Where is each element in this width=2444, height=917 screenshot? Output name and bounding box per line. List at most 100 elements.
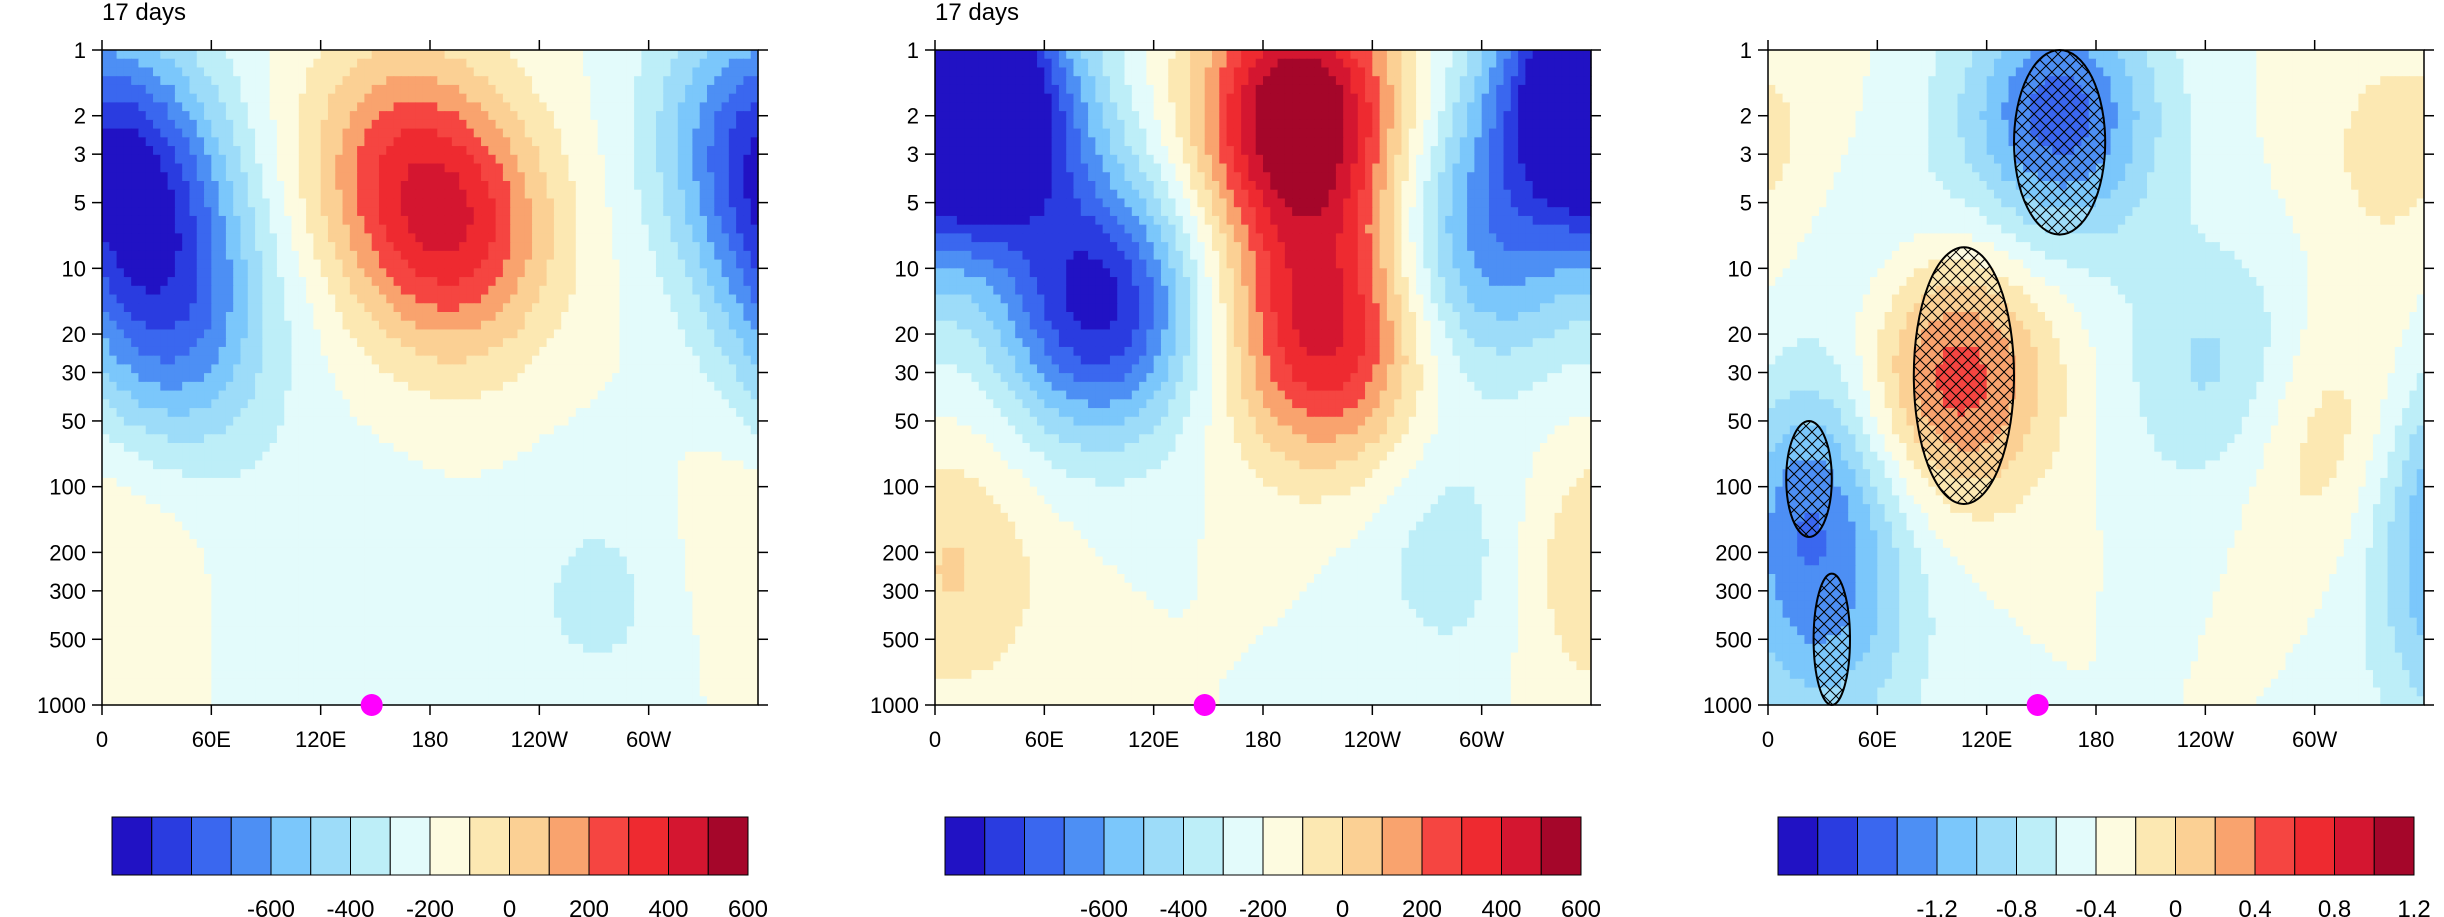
- panel-1-heatmap-cell: [269, 119, 278, 130]
- panel-1-heatmap-cell: [225, 329, 234, 339]
- panel-1-heatmap-cell: [706, 137, 715, 147]
- panel-1-heatmap-cell: [721, 373, 730, 383]
- panel-1-heatmap-cell: [750, 224, 759, 234]
- panel-1-heatmap-cell: [473, 521, 482, 531]
- panel-1-heatmap-cell: [116, 477, 125, 488]
- panel-1-heatmap-cell: [138, 373, 147, 383]
- panel-1-heatmap-cell: [327, 530, 336, 540]
- panel-1-heatmap-cell: [102, 460, 110, 470]
- panel-1-heatmap-cell: [327, 50, 336, 60]
- panel-1-heatmap-cell: [539, 250, 548, 261]
- panel-1-heatmap-cell: [138, 259, 147, 269]
- panel-1-heatmap-cell: [138, 469, 147, 479]
- panel-1-heatmap-cell: [604, 154, 613, 165]
- panel-1-heatmap-cell: [692, 224, 701, 234]
- panel-1-heatmap-cell: [204, 76, 212, 86]
- panel-1-heatmap-cell: [247, 277, 256, 287]
- panel-1-heatmap-cell: [138, 530, 147, 540]
- panel-1-heatmap-cell: [670, 434, 679, 444]
- panel-1-heatmap-cell: [408, 277, 417, 287]
- panel-1-heatmap-cell: [619, 443, 628, 453]
- panel-1-heatmap-cell: [561, 303, 570, 313]
- panel-1-heatmap-cell: [728, 381, 737, 392]
- panel-1-heatmap-cell: [437, 189, 446, 200]
- panel-1-heatmap-cell: [663, 512, 672, 523]
- panel-1-heatmap-cell: [524, 58, 533, 69]
- panel-1-heatmap-cell: [116, 460, 125, 470]
- panel-1-heatmap-cell: [488, 381, 497, 392]
- panel-1-heatmap-cell: [495, 364, 504, 374]
- panel-1-heatmap-cell: [473, 242, 482, 252]
- panel-1-heatmap-cell: [196, 477, 205, 488]
- panel-1-heatmap-cell: [466, 521, 475, 531]
- panel-1-heatmap-cell: [327, 285, 336, 296]
- panel-1-heatmap-cell: [255, 495, 263, 505]
- panel-1-heatmap-cell: [714, 364, 723, 374]
- panel-1-heatmap-cell: [204, 198, 212, 208]
- panel-1-heatmap-cell: [145, 268, 154, 278]
- panel-1-heatmap-cell: [393, 329, 402, 339]
- panel-1-heatmap-cell: [502, 285, 511, 296]
- panel-1-heatmap-cell: [721, 102, 730, 112]
- panel-1-heatmap-cell: [568, 294, 577, 304]
- panel-1-heatmap-cell: [233, 338, 242, 348]
- panel-1-heatmap-cell: [524, 215, 533, 226]
- panel-1-heatmap-cell: [648, 102, 657, 112]
- panel-1-heatmap-cell: [204, 163, 212, 173]
- panel-1-heatmap-cell: [269, 399, 278, 409]
- panel-1-heatmap-cell: [306, 408, 314, 418]
- panel-1-heatmap-cell: [174, 495, 183, 505]
- panel-1-heatmap-cell: [692, 416, 701, 427]
- panel-1-heatmap-cell: [306, 355, 314, 365]
- panel-1-heatmap-cell: [750, 416, 759, 427]
- panel-1-heatmap-cell: [400, 268, 409, 278]
- panel-1-heatmap-cell: [619, 277, 628, 287]
- panel-1-heatmap-cell: [378, 154, 387, 165]
- panel-1-heatmap-cell: [743, 259, 752, 269]
- panel-1-heatmap-cell: [510, 128, 519, 138]
- panel-1-heatmap-cell: [233, 163, 242, 173]
- panel-1-heatmap-cell: [408, 198, 417, 208]
- panel-1-heatmap-cell: [123, 137, 132, 147]
- panel-1-heatmap-cell: [648, 399, 657, 409]
- panel-1-heatmap-cell: [422, 355, 431, 365]
- panel-1-heatmap-cell: [189, 477, 198, 488]
- panel-1-heatmap-cell: [247, 58, 256, 69]
- panel-1-heatmap-cell: [568, 207, 577, 217]
- panel-1-heatmap-cell: [386, 320, 395, 331]
- panel-1-heatmap-cell: [145, 312, 154, 322]
- panel-1-heatmap-cell: [327, 198, 336, 208]
- panel-1-heatmap-cell: [553, 303, 562, 313]
- panel-1-heatmap-cell: [466, 408, 475, 418]
- panel-1-heatmap-cell: [349, 320, 358, 331]
- panel-1-heatmap-cell: [233, 530, 242, 540]
- panel-1-heatmap-cell: [685, 390, 693, 400]
- panel-1-heatmap-cell: [109, 111, 118, 121]
- panel-1-heatmap-cell: [408, 486, 417, 496]
- panel-1-heatmap-cell: [743, 381, 752, 392]
- panel-1-heatmap-cell: [306, 172, 314, 182]
- panel-1-heatmap-cell: [648, 425, 657, 435]
- panel-1-heatmap-cell: [225, 154, 234, 165]
- panel-1-heatmap-cell: [218, 224, 227, 234]
- panel-1-heatmap-cell: [714, 381, 723, 392]
- panel-1-heatmap-cell: [648, 242, 657, 252]
- panel-1-heatmap-cell: [524, 504, 533, 514]
- panel-1-heatmap-cell: [641, 512, 650, 523]
- panel-1-heatmap-cell: [167, 312, 176, 322]
- panel-1-heatmap-cell: [721, 233, 730, 243]
- panel-1-heatmap-cell: [276, 303, 285, 313]
- panel-1-heatmap-cell: [663, 146, 672, 156]
- panel-1-heatmap-cell: [276, 233, 285, 243]
- panel-1-heatmap-cell: [291, 320, 300, 331]
- panel-1-heatmap-cell: [590, 390, 599, 400]
- panel-1-heatmap-cell: [575, 146, 584, 156]
- panel-1-heatmap-cell: [561, 111, 570, 121]
- panel-1-heatmap-cell: [437, 50, 446, 60]
- panel-1-heatmap-cell: [218, 408, 227, 418]
- panel-1-heatmap-cell: [189, 521, 198, 531]
- panel-1-heatmap-cell: [225, 373, 234, 383]
- panel-1-heatmap-cell: [116, 338, 125, 348]
- panel-1-heatmap-cell: [634, 50, 642, 60]
- panel-1-heatmap-cell: [422, 408, 431, 418]
